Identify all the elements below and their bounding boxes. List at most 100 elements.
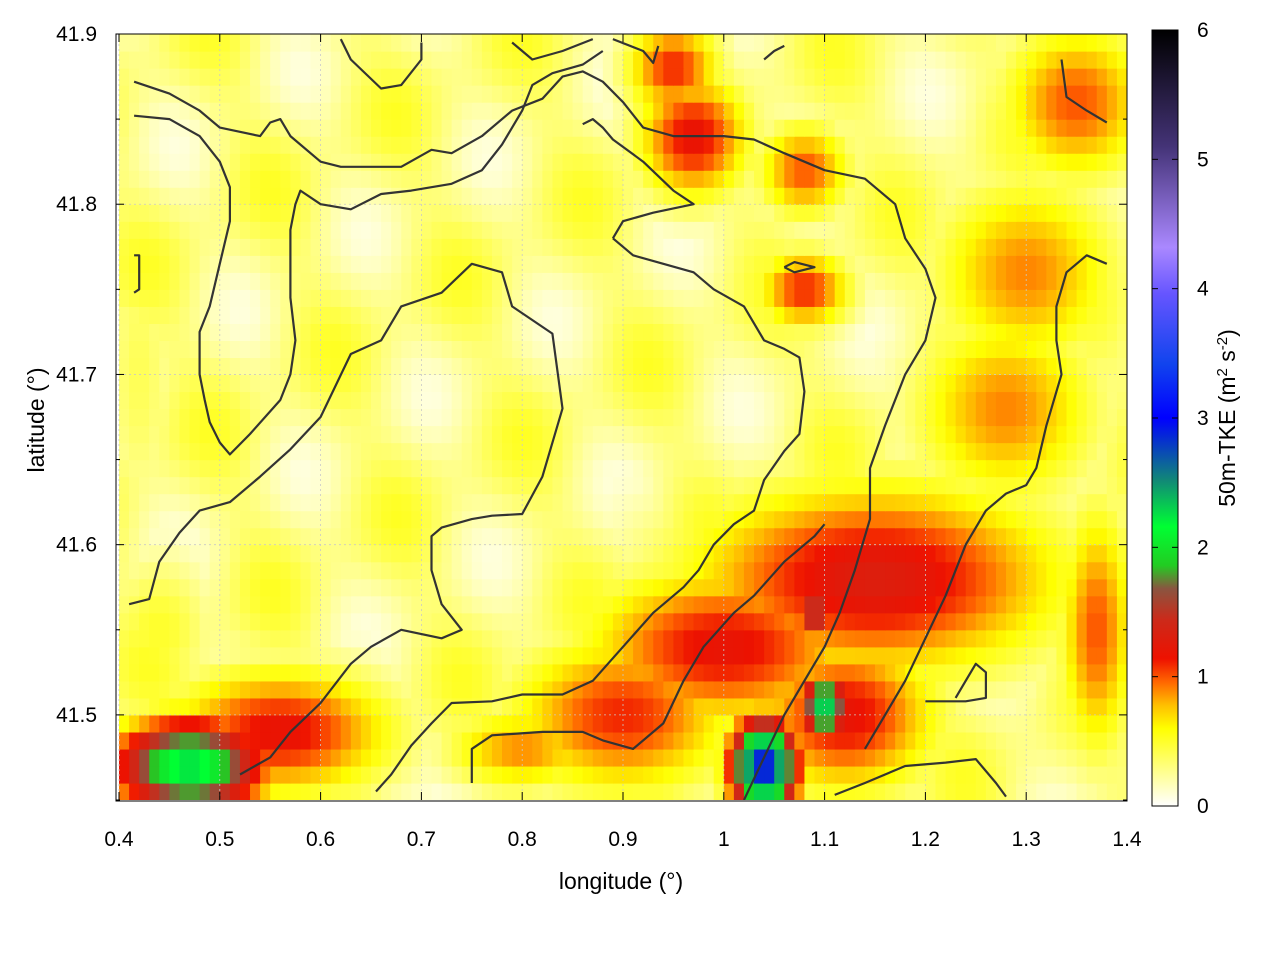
- heatmap-cell: [1046, 204, 1058, 222]
- heatmap-cell: [239, 765, 251, 784]
- heatmap-cell: [250, 153, 261, 171]
- heatmap-cell: [643, 748, 654, 767]
- heatmap-cell: [149, 527, 160, 546]
- heatmap-cell: [441, 340, 453, 359]
- heatmap-cell: [199, 731, 211, 750]
- heatmap-cell: [280, 425, 291, 444]
- heatmap-cell: [895, 476, 906, 495]
- heatmap-cell: [471, 289, 483, 307]
- heatmap-cell: [491, 119, 503, 137]
- heatmap-cell: [532, 527, 543, 546]
- heatmap-cell: [623, 357, 634, 376]
- heatmap-cell: [471, 102, 483, 120]
- heatmap-cell: [209, 357, 221, 376]
- heatmap-cell: [572, 102, 584, 120]
- heatmap-cell: [864, 561, 876, 580]
- heatmap-cell: [723, 153, 735, 171]
- heatmap-cell: [985, 51, 997, 69]
- heatmap-cell: [139, 306, 150, 324]
- heatmap-cell: [552, 374, 564, 393]
- heatmap-cell: [693, 272, 705, 290]
- heatmap-cell: [633, 153, 644, 171]
- heatmap-cell: [885, 731, 896, 750]
- heatmap-cell: [1116, 289, 1127, 307]
- heatmap-cell: [864, 119, 876, 137]
- heatmap-cell: [270, 408, 281, 427]
- heatmap-cell: [199, 595, 211, 614]
- heatmap-cell: [421, 680, 433, 699]
- heatmap-cell: [643, 357, 654, 376]
- heatmap-cell: [239, 102, 251, 120]
- heatmap-cell: [995, 527, 1007, 546]
- heatmap-cell: [985, 306, 997, 324]
- heatmap-cell: [139, 459, 150, 478]
- heatmap-cell: [965, 765, 977, 784]
- heatmap-cell: [673, 459, 685, 478]
- heatmap-cell: [804, 442, 816, 461]
- heatmap-cell: [1056, 578, 1068, 597]
- heatmap-cell: [643, 272, 654, 290]
- heatmap-cell: [250, 748, 261, 767]
- heatmap-cell: [925, 714, 937, 733]
- heatmap-cell: [975, 272, 987, 290]
- heatmap-cell: [592, 34, 604, 52]
- heatmap-cell: [119, 595, 130, 614]
- heatmap-cell: [935, 238, 947, 256]
- heatmap-cell: [592, 782, 604, 800]
- heatmap-cell: [935, 510, 947, 529]
- heatmap-cell: [471, 374, 483, 393]
- heatmap-cell: [663, 136, 674, 154]
- heatmap-cell: [290, 221, 302, 239]
- heatmap-cell: [522, 595, 533, 614]
- heatmap-cell: [834, 340, 846, 359]
- heatmap-cell: [552, 391, 564, 410]
- heatmap-cell: [784, 527, 795, 546]
- heatmap-cell: [552, 476, 564, 495]
- heatmap-cell: [975, 238, 987, 256]
- heatmap-cell: [310, 442, 322, 461]
- heatmap-cell: [935, 119, 947, 137]
- heatmap-cell: [1076, 238, 1088, 256]
- heatmap-cell: [552, 510, 564, 529]
- heatmap-cell: [371, 578, 382, 597]
- heatmap-cell: [169, 153, 181, 171]
- heatmap-cell: [239, 85, 251, 103]
- heatmap-cell: [562, 323, 574, 341]
- heatmap-cell: [189, 697, 201, 716]
- heatmap-cell: [794, 527, 806, 546]
- heatmap-cell: [572, 374, 584, 393]
- heatmap-cell: [129, 578, 140, 597]
- heatmap-cell: [481, 680, 493, 699]
- heatmap-cell: [229, 476, 241, 495]
- heatmap-cell: [623, 425, 634, 444]
- heatmap-cell: [461, 714, 473, 733]
- heatmap-cell: [290, 170, 302, 188]
- heatmap-cell: [864, 765, 876, 784]
- heatmap-cell: [774, 51, 785, 69]
- heatmap-cell: [723, 51, 735, 69]
- heatmap-cell: [552, 442, 564, 461]
- heatmap-cell: [1116, 221, 1127, 239]
- heatmap-cell: [471, 748, 483, 767]
- heatmap-cell: [743, 102, 755, 120]
- heatmap-cell: [1086, 68, 1098, 86]
- heatmap-cell: [733, 697, 745, 716]
- heatmap-cell: [300, 204, 312, 222]
- heatmap-cell: [854, 731, 866, 750]
- heatmap-cell: [149, 51, 160, 69]
- heatmap-cell: [1026, 119, 1037, 137]
- heatmap-cell: [391, 221, 402, 239]
- heatmap-cell: [330, 357, 342, 376]
- heatmap-cell: [885, 493, 896, 512]
- heatmap-cell: [512, 561, 523, 580]
- heatmap-cell: [985, 697, 997, 716]
- heatmap-cell: [280, 765, 291, 784]
- heatmap-cell: [421, 51, 433, 69]
- heatmap-cell: [159, 374, 170, 393]
- heatmap-cell: [360, 357, 372, 376]
- heatmap-cell: [885, 527, 896, 546]
- heatmap-cell: [350, 119, 362, 137]
- heatmap-cell: [179, 748, 191, 767]
- heatmap-cell: [139, 238, 150, 256]
- heatmap-cell: [431, 459, 443, 478]
